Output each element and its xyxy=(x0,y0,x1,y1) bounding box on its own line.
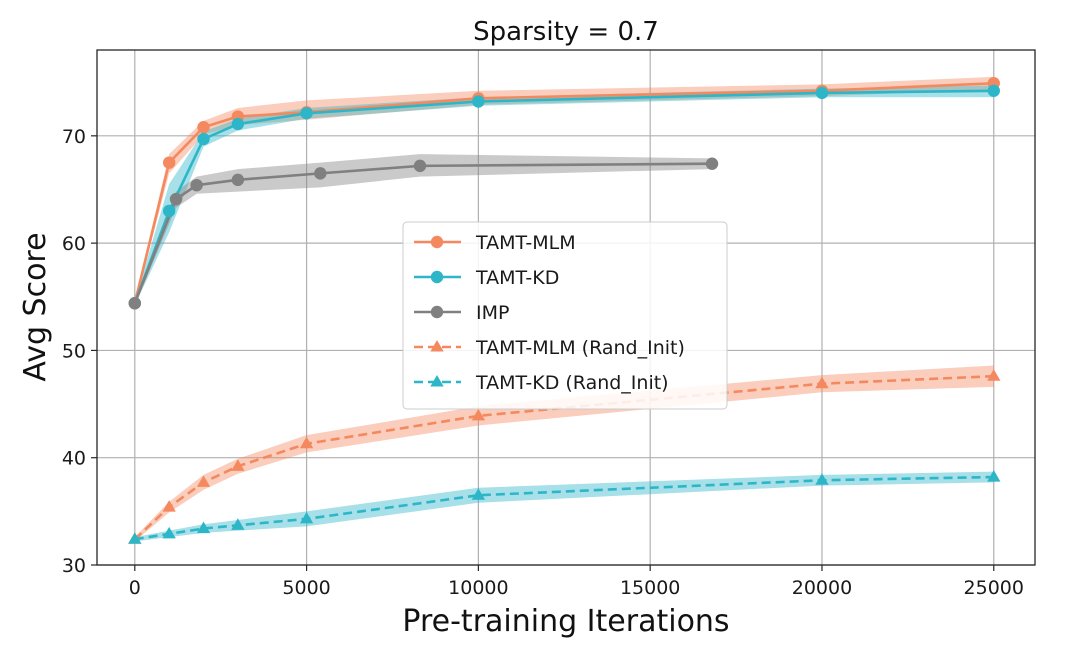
plot-frame xyxy=(96,49,1036,566)
legend-marker-tamt-kd-rand-init xyxy=(430,375,444,387)
tamt-kd-rand-init-line xyxy=(134,475,994,541)
tamt-kd-point xyxy=(162,204,176,218)
y-tick-label: 70 xyxy=(62,126,86,148)
imp-point xyxy=(314,167,327,180)
imp-point xyxy=(169,192,183,206)
y-tick-label: 40 xyxy=(62,448,86,470)
x-tick-label: 0 xyxy=(129,577,141,599)
tamt-mlm-rand-init-point xyxy=(471,408,486,421)
tamt-mlm-rand-init-point xyxy=(815,376,829,389)
legend-label-tamt-mlm: TAMT-MLM xyxy=(475,232,576,254)
tamt-kd-rand-init-point xyxy=(128,532,142,544)
tamt-kd-rand-init-point xyxy=(196,521,211,534)
chart-title: Sparsity = 0.7 xyxy=(473,17,659,47)
y-tick-label: 50 xyxy=(62,340,86,362)
x-tick-label: 20000 xyxy=(792,577,852,599)
tamt-kd-rand-init-point xyxy=(815,473,829,485)
legend-label-tamt-kd-rand-init: TAMT-KD (Rand_Init) xyxy=(475,372,669,394)
imp-point xyxy=(413,159,427,173)
imp-point xyxy=(128,297,141,310)
legend-marker-tamt-kd xyxy=(430,270,444,284)
tamt-kd-rand-init-point xyxy=(471,488,486,500)
x-tick-label: 5000 xyxy=(282,577,330,599)
tamt-mlm-rand-init-point xyxy=(162,500,176,512)
axis-ticks: 0 5000 10000 15000 20000 25000 30 40 50 60 70 xyxy=(62,126,1024,599)
tamt-mlm-point xyxy=(162,156,176,169)
tamt-mlm-line xyxy=(133,81,994,304)
tamt-kd-point xyxy=(987,84,1000,97)
tamt-mlm-rand-init-point xyxy=(299,436,314,449)
tamt-kd-point xyxy=(231,117,245,131)
y-tick-label: 60 xyxy=(62,233,86,255)
tamt-mlm-rand-init-point xyxy=(196,475,211,487)
legend-label-tamt-mlm-rand-init: TAMT-MLM (Rand_Init) xyxy=(475,337,685,359)
x-tick-label: 25000 xyxy=(964,577,1024,599)
legend-box xyxy=(402,221,728,410)
legend-marker-tamt-mlm-rand-init xyxy=(430,340,444,352)
x-axis-label: Pre-training Iterations xyxy=(402,604,729,639)
imp-point xyxy=(705,157,719,170)
tamt-mlm-rand-init-point xyxy=(231,459,245,471)
tamt-mlm-rand-init-point xyxy=(987,369,1001,381)
tamt-kd-point xyxy=(197,132,210,146)
x-tick-label: 10000 xyxy=(448,577,508,599)
tamt-kd-point xyxy=(300,107,313,120)
tamt-kd-rand-init-point xyxy=(987,470,1001,482)
imp-point xyxy=(231,173,245,187)
imp-band xyxy=(134,154,713,306)
legend-label-imp: IMP xyxy=(476,302,509,324)
tamt-kd-point xyxy=(815,86,829,100)
legend-marker-tamt-mlm xyxy=(430,235,444,249)
y-tick-label: 30 xyxy=(62,555,86,577)
legend-marker-imp xyxy=(430,305,444,319)
legend-label-tamt-kd: TAMT-KD xyxy=(475,267,559,289)
tamt-mlm-rand-init-line xyxy=(133,374,994,541)
legend: TAMT-MLM TAMT-KD IMP TAMT-MLM (Rand_Init) TA… xyxy=(402,221,728,410)
x-tick-label: 15000 xyxy=(620,577,680,599)
imp-point xyxy=(190,178,203,192)
series-markers xyxy=(128,77,1001,544)
tamt-kd-rand-init-point xyxy=(299,511,314,524)
tamt-kd-rand-init-point xyxy=(162,526,176,539)
y-axis-label: Avg Score xyxy=(18,232,53,381)
tamt-kd-rand-init-point xyxy=(231,518,245,530)
tamt-kd-point xyxy=(472,95,485,108)
tamt-mlm-point xyxy=(197,121,210,134)
